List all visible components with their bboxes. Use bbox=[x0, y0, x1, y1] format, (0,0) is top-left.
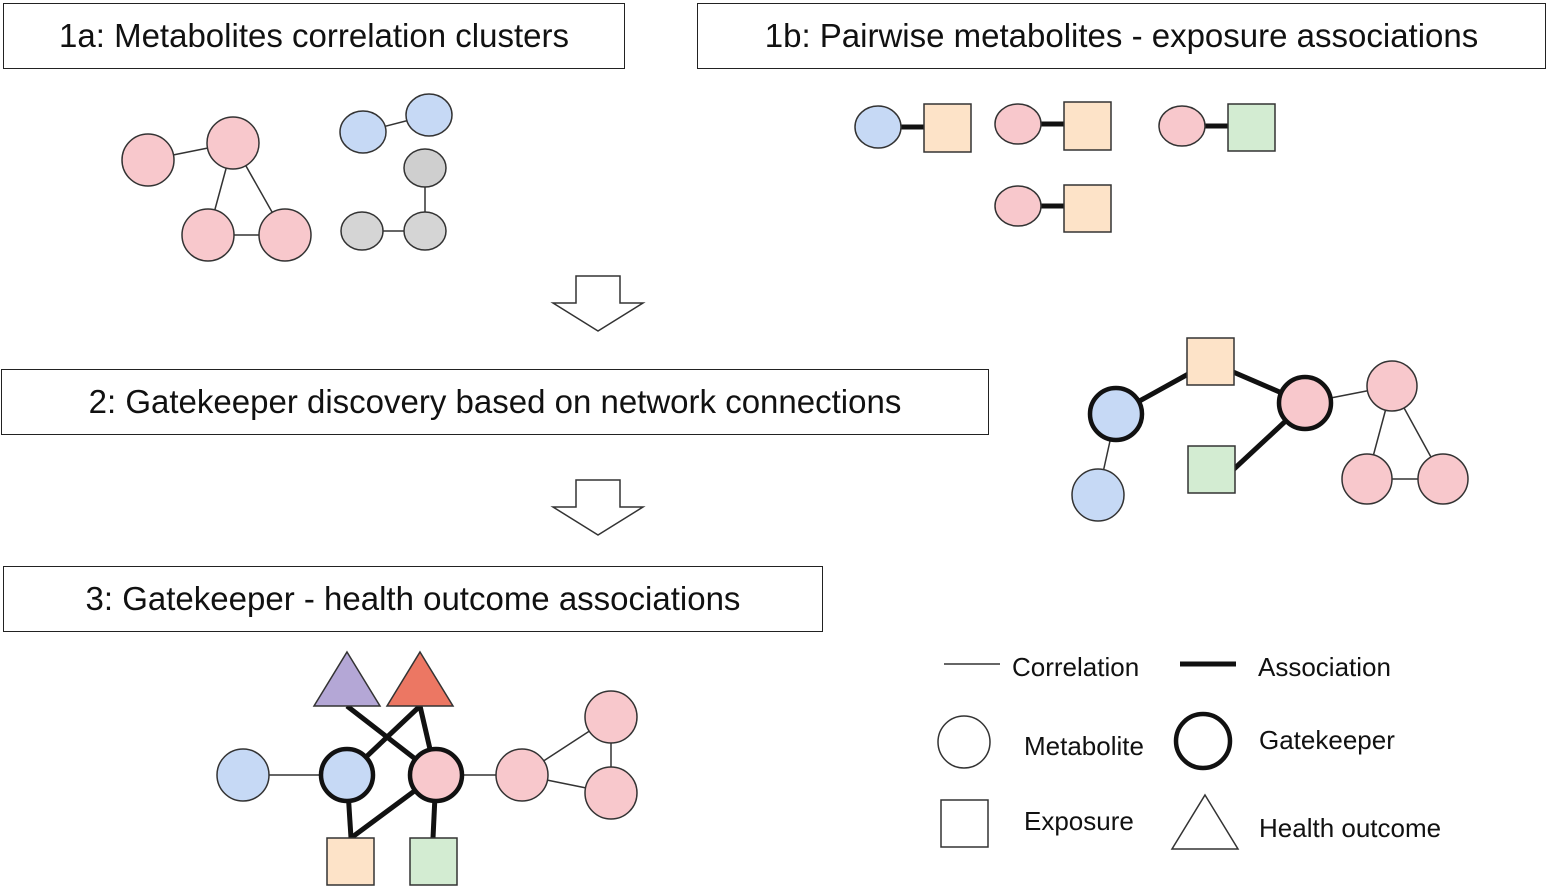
metabolite-node-pink bbox=[258, 208, 312, 262]
health-outcome-node-purple bbox=[312, 650, 382, 707]
down-arrow-icon bbox=[550, 479, 646, 536]
network-2 bbox=[1071, 337, 1469, 522]
exposure-node-green bbox=[1187, 445, 1236, 494]
exposure-node-orange bbox=[1063, 101, 1112, 151]
legend: Correlation Association Metabolite Gatek… bbox=[937, 652, 1441, 850]
cluster-1a bbox=[121, 93, 453, 262]
metabolite-node-gray bbox=[403, 148, 447, 188]
exposure-node-green bbox=[1227, 103, 1276, 152]
gatekeeper-legend-label: Gatekeeper bbox=[1259, 725, 1395, 755]
metabolite-node-blue bbox=[339, 110, 387, 154]
exposure-legend-icon bbox=[940, 799, 989, 848]
network-3 bbox=[216, 650, 638, 886]
step-1a-label: 1a: Metabolites correlation clusters bbox=[59, 17, 569, 54]
metabolite-node-blue bbox=[405, 93, 453, 137]
metabolite-node-pink bbox=[584, 690, 638, 744]
metabolite-node-gray bbox=[340, 211, 384, 251]
gatekeeper-node-pink bbox=[1276, 374, 1334, 432]
exposure-node-orange bbox=[326, 837, 375, 886]
metabolite-legend-icon bbox=[937, 715, 991, 769]
correlation-legend-label: Correlation bbox=[1012, 652, 1139, 682]
metabolite-node-gray bbox=[403, 211, 447, 251]
step-1a-title: 1a: Metabolites correlation clusters bbox=[3, 3, 625, 69]
metabolite-node-pink bbox=[1341, 453, 1393, 505]
pairs-1b bbox=[854, 101, 1276, 233]
gatekeeper-node-pink bbox=[407, 746, 465, 804]
health-outcome-legend-label: Health outcome bbox=[1259, 813, 1441, 843]
metabolite-legend-label: Metabolite bbox=[1024, 731, 1144, 761]
exposure-legend-label: Exposure bbox=[1024, 806, 1134, 836]
step-1b-title: 1b: Pairwise metabolites - exposure asso… bbox=[697, 3, 1546, 69]
metabolite-node-pink bbox=[994, 185, 1042, 227]
down-arrow-icon bbox=[550, 275, 646, 332]
step-3-title: 3: Gatekeeper - health outcome associati… bbox=[3, 566, 823, 632]
exposure-node-orange bbox=[1186, 337, 1235, 386]
metabolite-node-blue bbox=[854, 105, 902, 149]
metabolite-node-pink bbox=[1366, 360, 1418, 412]
gatekeeper-legend-icon bbox=[1173, 711, 1233, 771]
metabolite-node-blue bbox=[1071, 468, 1125, 522]
metabolite-node-pink bbox=[584, 766, 638, 820]
gatekeeper-node-blue bbox=[1087, 385, 1145, 443]
gatekeeper-node-blue bbox=[318, 746, 376, 804]
metabolite-node-pink bbox=[994, 103, 1042, 145]
metabolite-node-pink bbox=[206, 116, 260, 170]
step-1b-label: 1b: Pairwise metabolites - exposure asso… bbox=[764, 17, 1479, 54]
metabolite-node-pink bbox=[181, 208, 235, 262]
association-legend-label: Association bbox=[1258, 652, 1391, 682]
step-3-label: 3: Gatekeeper - health outcome associati… bbox=[85, 580, 741, 617]
step-2-title: 2: Gatekeeper discovery based on network… bbox=[1, 369, 989, 435]
exposure-node-orange bbox=[1063, 184, 1112, 233]
metabolite-node-blue bbox=[216, 748, 270, 802]
metabolite-node-pink bbox=[1158, 105, 1206, 147]
step-2-label: 2: Gatekeeper discovery based on network… bbox=[88, 383, 902, 420]
metabolite-node-pink bbox=[121, 133, 175, 187]
health-outcome-node-red bbox=[385, 650, 455, 707]
health-outcome-legend-icon bbox=[1170, 793, 1240, 850]
metabolite-node-pink bbox=[495, 748, 549, 802]
exposure-node-orange bbox=[923, 103, 972, 153]
exposure-node-green bbox=[409, 837, 458, 886]
metabolite-node-pink bbox=[1417, 453, 1469, 505]
